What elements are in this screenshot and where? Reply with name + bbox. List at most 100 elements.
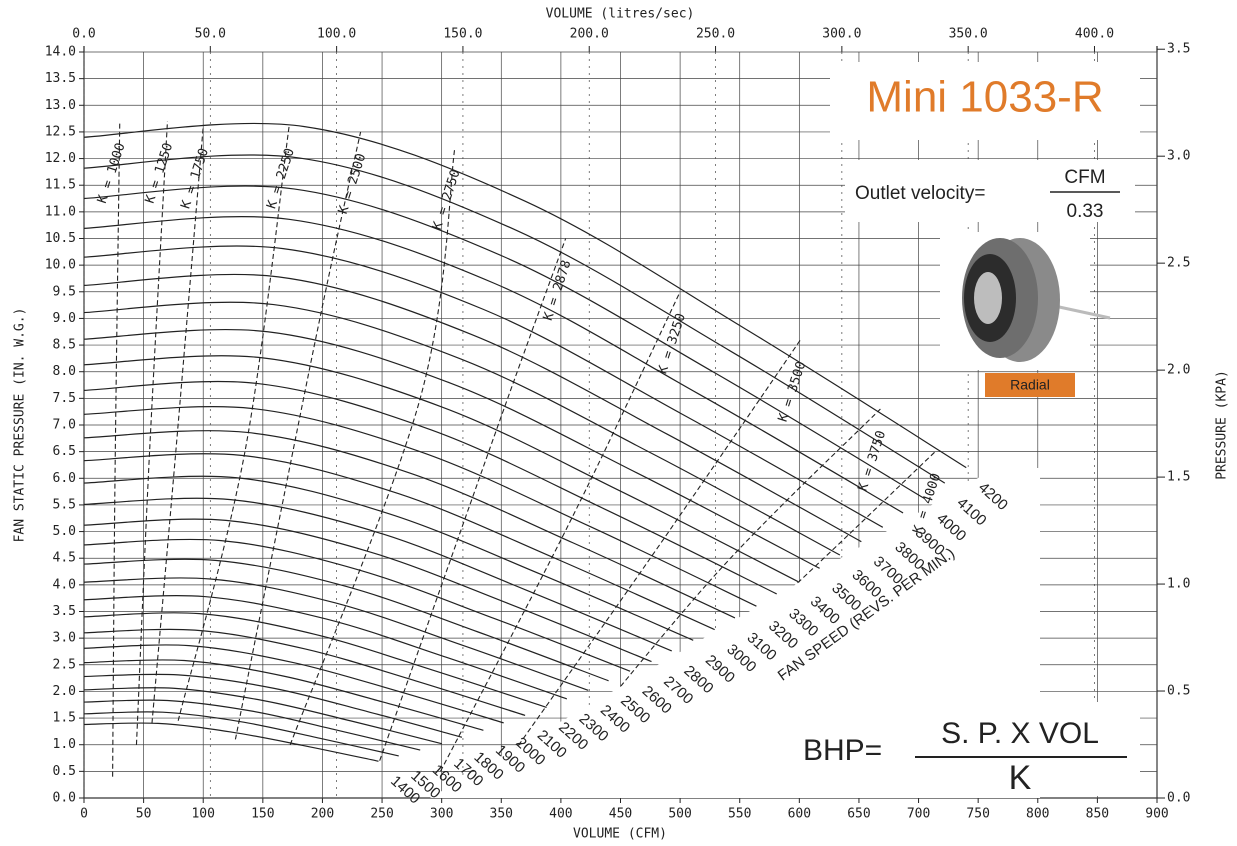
- y-tick-label: 2.5: [53, 657, 76, 672]
- system-label: K = 1000: [95, 141, 129, 205]
- y-tick-label: 7.5: [53, 391, 76, 406]
- y2-tick-label: 0.0: [1167, 791, 1190, 806]
- x-tick-label: 700: [907, 807, 930, 822]
- system-label: K = 1250: [143, 141, 177, 205]
- y2-tick-label: 0.5: [1167, 684, 1190, 699]
- y-tick-label: 1.5: [53, 711, 76, 726]
- x2-tick-label: 200.0: [570, 27, 609, 42]
- y2-tick-label: 2.0: [1167, 363, 1190, 378]
- speed-curve: [84, 645, 504, 723]
- y-tick-label: 4.5: [53, 551, 76, 566]
- speed-curve: [84, 155, 945, 483]
- speed-curve: [84, 382, 777, 594]
- y-tick-label: 11.0: [45, 204, 76, 219]
- badge-label: Radial: [1010, 377, 1050, 393]
- y2-axis-label: PRESSURE (KPA): [1215, 370, 1230, 480]
- speed-curve: [84, 246, 883, 527]
- y-tick-label: 2.0: [53, 684, 76, 699]
- x-axis-label: VOLUME (CFM): [573, 827, 667, 842]
- chart-title: Mini 1033-R: [866, 73, 1103, 122]
- y-axis-label: FAN STATIC PRESSURE (IN. W.G.): [13, 308, 28, 543]
- x-tick-label: 850: [1086, 807, 1109, 822]
- y-tick-label: 13.5: [45, 71, 76, 86]
- speed-curve: [84, 629, 525, 715]
- system-label: K = 3750: [856, 429, 890, 493]
- x2-tick-label: 400.0: [1075, 27, 1114, 42]
- y-tick-label: 9.0: [53, 311, 76, 326]
- system-label: K = 1750: [178, 147, 212, 211]
- x-tick-label: 200: [311, 807, 334, 822]
- bhp-label: BHP=: [803, 734, 882, 767]
- y-tick-label: 8.0: [53, 364, 76, 379]
- system-curve: [178, 127, 289, 721]
- x-tick-label: 100: [191, 807, 214, 822]
- y2-tick-label: 1.0: [1167, 577, 1190, 592]
- y2-tick-label: 3.5: [1167, 42, 1190, 57]
- y-tick-label: 10.5: [45, 231, 76, 246]
- x-tick-label: 0: [80, 807, 88, 822]
- x2-tick-label: 350.0: [949, 27, 988, 42]
- y-tick-label: 6.0: [53, 471, 76, 486]
- bhp-denominator: K: [1009, 759, 1032, 797]
- bhp-numerator: S. P. X VOL: [941, 717, 1099, 750]
- system-curve: [235, 132, 360, 739]
- speed-curve: [84, 596, 567, 699]
- system-label: K = 2250: [264, 147, 298, 211]
- system-curve: [113, 121, 120, 776]
- y-tick-label: 11.5: [45, 178, 76, 193]
- y-tick-label: 6.5: [53, 444, 76, 459]
- y2-tick-label: 2.5: [1167, 256, 1190, 271]
- y-tick-label: 0.5: [53, 764, 76, 779]
- y-tick-label: 3.0: [53, 631, 76, 646]
- y-tick-label: 1.0: [53, 737, 76, 752]
- y2-tick-label: 1.5: [1167, 470, 1190, 485]
- y-tick-label: 7.0: [53, 418, 76, 433]
- fan-picture: [940, 232, 1110, 370]
- y-tick-label: 13.0: [45, 98, 76, 113]
- x-tick-label: 900: [1145, 807, 1168, 822]
- speed-curve: [84, 559, 609, 681]
- x-tick-label: 150: [251, 807, 274, 822]
- x-tick-label: 350: [490, 807, 513, 822]
- x2-tick-label: 150.0: [443, 27, 482, 42]
- x-tick-label: 300: [430, 807, 453, 822]
- x-tick-label: 400: [549, 807, 572, 822]
- speed-curve: [84, 407, 756, 607]
- system-curve: [380, 239, 566, 761]
- system-label: K = 3250: [655, 312, 689, 376]
- y-tick-label: 10.0: [45, 258, 76, 273]
- y-tick-label: 0.0: [53, 791, 76, 806]
- x-tick-label: 450: [609, 807, 632, 822]
- x2-tick-label: 50.0: [195, 27, 226, 42]
- y-tick-label: 5.5: [53, 497, 76, 512]
- x-tick-label: 800: [1026, 807, 1049, 822]
- x-tick-label: 650: [847, 807, 870, 822]
- speed-curve: [84, 330, 820, 569]
- x-tick-label: 50: [136, 807, 152, 822]
- x2-axis-label: VOLUME (litres/sec): [546, 7, 695, 22]
- x-tick-label: 750: [966, 807, 989, 822]
- y-tick-label: 5.0: [53, 524, 76, 539]
- x2-tick-label: 300.0: [822, 27, 861, 42]
- x2-tick-label: 250.0: [696, 27, 735, 42]
- x-tick-label: 500: [668, 807, 691, 822]
- y-tick-label: 12.0: [45, 151, 76, 166]
- x-tick-label: 550: [728, 807, 751, 822]
- x2-tick-label: 100.0: [317, 27, 356, 42]
- y-tick-label: 4.0: [53, 577, 76, 592]
- y-tick-label: 3.5: [53, 604, 76, 619]
- outlet-denominator: 0.33: [1067, 201, 1104, 222]
- chart: 0 50 100 150 200 250 300 350 400 450 500 550 600 650 7…: [0, 0, 1237, 846]
- outlet-label: Outlet velocity=: [855, 183, 985, 204]
- system-label: K = 2878: [541, 258, 575, 322]
- y-tick-label: 14.0: [45, 45, 76, 60]
- x-tick-label: 600: [788, 807, 811, 822]
- outlet-numerator: CFM: [1064, 167, 1105, 188]
- speed-curve: [84, 723, 378, 761]
- x2-tick-label: 0.0: [72, 27, 95, 42]
- y-tick-label: 12.5: [45, 124, 76, 139]
- system-label: K = 2500: [336, 152, 370, 216]
- x-tick-label: 250: [370, 807, 393, 822]
- y-tick-label: 8.5: [53, 338, 76, 353]
- system-label: K = 2750: [430, 168, 464, 232]
